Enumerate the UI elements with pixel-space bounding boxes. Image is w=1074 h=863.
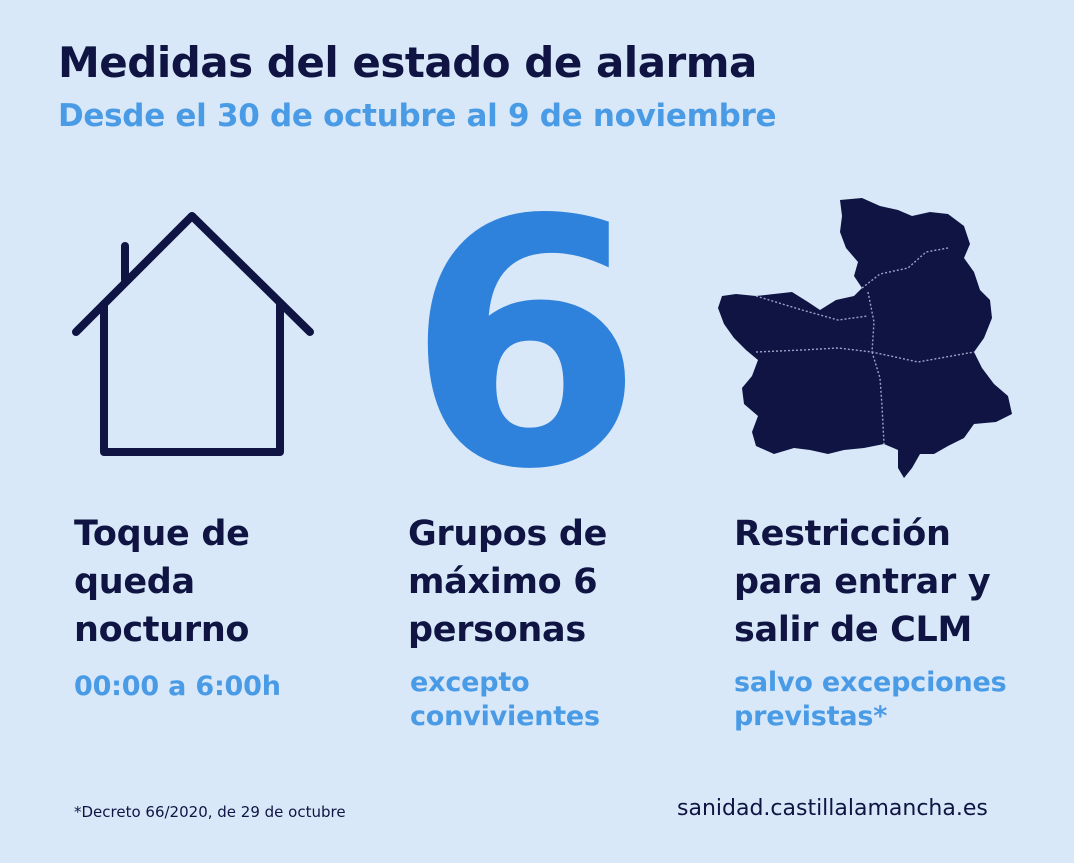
sub-line: 00:00 a 6:00h bbox=[74, 671, 281, 702]
sub-line: convivientes bbox=[410, 701, 600, 732]
sub-line: excepto bbox=[410, 667, 530, 698]
big-number-six: 6 bbox=[410, 205, 640, 475]
heading-line: personas bbox=[408, 610, 586, 650]
house-icon bbox=[72, 212, 314, 456]
mobility-restriction-heading: Restricción para entrar y salir de CLM bbox=[734, 510, 991, 654]
curfew-hours: 00:00 a 6:00h bbox=[74, 670, 281, 704]
group-limit-exception: excepto convivientes bbox=[410, 666, 600, 734]
heading-line: para entrar y bbox=[734, 562, 991, 602]
heading-line: Grupos de bbox=[408, 514, 608, 554]
number-six-graphic: 6 bbox=[410, 205, 640, 475]
curfew-heading: Toque de queda nocturno bbox=[74, 510, 250, 654]
group-limit-heading: Grupos de máximo 6 personas bbox=[408, 510, 607, 654]
castilla-la-mancha-map-icon bbox=[718, 198, 1012, 478]
page-title: Medidas del estado de alarma bbox=[58, 38, 757, 87]
heading-line: nocturno bbox=[74, 610, 250, 650]
heading-line: Toque de bbox=[74, 514, 250, 554]
sub-line: salvo excepciones bbox=[734, 667, 1007, 698]
website-url: sanidad.castillalamancha.es bbox=[677, 796, 988, 821]
mobility-restriction-exception: salvo excepciones previstas* bbox=[734, 666, 1007, 734]
heading-line: queda bbox=[74, 562, 195, 602]
page-subtitle: Desde el 30 de octubre al 9 de noviembre bbox=[58, 98, 777, 134]
heading-line: salir de CLM bbox=[734, 610, 973, 650]
sub-line: previstas* bbox=[734, 701, 888, 732]
decree-footnote: *Decreto 66/2020, de 29 de octubre bbox=[74, 803, 346, 821]
heading-line: Restricción bbox=[734, 514, 951, 554]
heading-line: máximo 6 bbox=[408, 562, 598, 602]
